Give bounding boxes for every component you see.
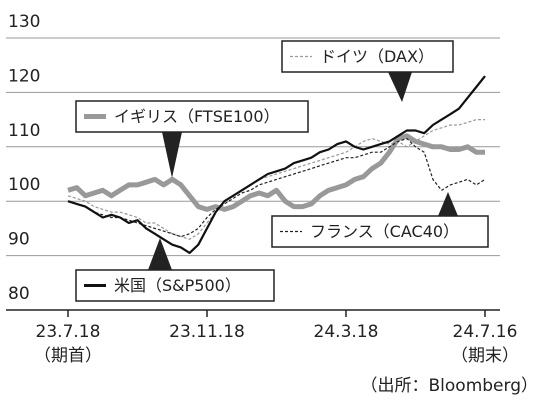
- legend-box: [271, 215, 489, 248]
- callout-pointer: [388, 72, 412, 102]
- legend-label: ドイツ（DAX）: [320, 47, 434, 66]
- y-tick-label: 90: [8, 230, 30, 250]
- x-tick-label: 23.7.18: [36, 322, 101, 342]
- source: （出所：Bloomberg）: [361, 376, 538, 396]
- legend-label: フランス（CAC40）: [310, 222, 459, 241]
- callout-pointer: [438, 192, 458, 216]
- y-tick-label: 130: [8, 12, 40, 32]
- y-tick-label: 100: [8, 175, 40, 195]
- x-tick-label: 23.11.18: [169, 322, 245, 342]
- x-tick-label: 24.3.18: [314, 322, 379, 342]
- y-tick-label: 110: [8, 121, 40, 141]
- y-tick-label: 80: [8, 284, 30, 304]
- series-line: [67, 133, 485, 212]
- callout-pointer: [148, 238, 172, 270]
- x-tick-label: 24.7.16: [453, 322, 518, 342]
- legend-label: イギリス（FTSE100）: [114, 107, 280, 126]
- callout-pointer: [162, 132, 182, 178]
- series-line: [67, 138, 486, 238]
- start-note: （期首）: [34, 346, 102, 366]
- series-line: [67, 75, 486, 254]
- y-tick-label: 120: [8, 66, 40, 86]
- legend-box: [75, 100, 309, 133]
- end-note: （期末）: [451, 346, 519, 366]
- legend-box: [75, 269, 275, 302]
- legend-label: 米国（S&P500）: [114, 276, 241, 295]
